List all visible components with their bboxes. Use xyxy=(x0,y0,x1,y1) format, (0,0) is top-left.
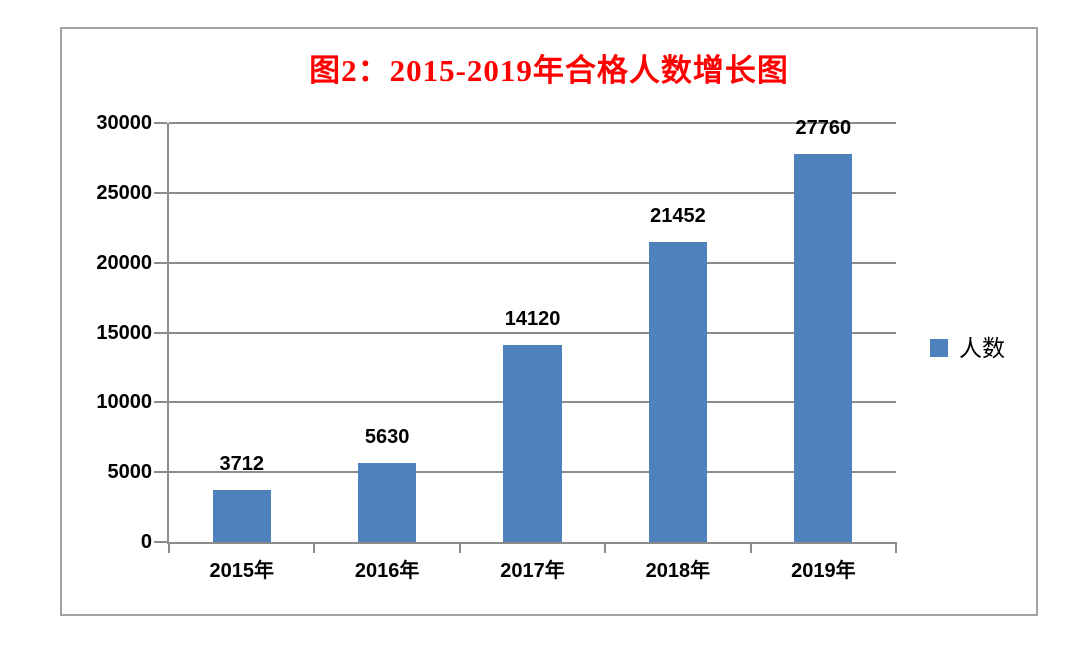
x-axis-labels: 2015年 2016年 2017年 2018年 2019年 xyxy=(169,558,896,584)
y-axis-tick-mark xyxy=(154,471,167,474)
bar-value-label: 5630 xyxy=(364,426,410,449)
legend-label: 人数 xyxy=(959,335,1005,361)
x-axis-label: 2016年 xyxy=(354,560,420,582)
x-axis-tick-mark xyxy=(313,542,316,553)
gridline xyxy=(169,122,896,124)
bar xyxy=(212,490,271,542)
bar xyxy=(358,463,417,542)
bar-value-label: 21452 xyxy=(650,205,706,228)
category-cell: 27760 xyxy=(751,117,896,542)
bars-row: 3712 5630 14120 21452 27760 xyxy=(169,117,896,542)
category-cell: 5630 xyxy=(314,123,459,542)
x-axis-tick-mark xyxy=(749,542,752,553)
x-axis-tick-mark xyxy=(895,542,897,553)
y-axis-tick-label: 15000 xyxy=(96,321,152,344)
bar-value-label: 27760 xyxy=(795,117,852,140)
y-axis-tick-mark xyxy=(154,401,167,404)
y-axis-tick-label: 30000 xyxy=(96,112,152,134)
y-axis-tick-label: 0 xyxy=(140,531,152,553)
gridline xyxy=(169,331,896,334)
gridline xyxy=(169,261,896,264)
plot-area: 0 5000 10000 15000 20000 25000 30000 3712 5630 1… xyxy=(96,112,897,582)
bar-value-label: 14120 xyxy=(504,307,561,330)
y-axis-tick-mark xyxy=(154,331,167,334)
bar xyxy=(648,242,707,542)
y-axis-tick-label: 5000 xyxy=(107,461,153,484)
y-axis-tick-label: 20000 xyxy=(96,251,152,274)
x-axis-label: 2018年 xyxy=(645,560,711,582)
bar-value-label: 3712 xyxy=(219,453,264,476)
chart-frame: 图2：2015-2019年合格人数增长图 0 5000 10000 15000 2000… xyxy=(60,27,1038,616)
gridline xyxy=(169,191,896,194)
y-axis-tick-label: 10000 xyxy=(96,391,152,414)
y-axis-tick-mark xyxy=(154,122,167,124)
x-axis-label: 2017年 xyxy=(500,560,565,582)
x-axis-tick-mark xyxy=(168,542,170,553)
category-cell: 21452 xyxy=(605,123,750,542)
x-axis-tick-mark xyxy=(458,542,461,553)
bar xyxy=(794,154,853,542)
x-axis-label: 2019年 xyxy=(791,560,856,582)
chart-title: 图2：2015-2019年合格人数增长图 xyxy=(309,53,789,88)
y-axis-tick-mark xyxy=(154,191,167,194)
y-axis-tick-mark xyxy=(154,261,167,264)
category-cell: 14120 xyxy=(460,123,605,542)
x-axis-tick-mark xyxy=(604,542,607,553)
bar xyxy=(503,344,562,542)
x-axis-label: 2015年 xyxy=(209,560,274,582)
y-axis-tick-mark xyxy=(154,541,167,543)
category-cell: 3712 xyxy=(169,123,314,542)
y-axis-tick-label: 25000 xyxy=(96,181,152,204)
y-axis-labels: 0 5000 10000 15000 20000 25000 30000 xyxy=(64,112,153,553)
legend: 人数 xyxy=(930,334,1005,362)
legend-swatch-icon xyxy=(930,339,948,357)
